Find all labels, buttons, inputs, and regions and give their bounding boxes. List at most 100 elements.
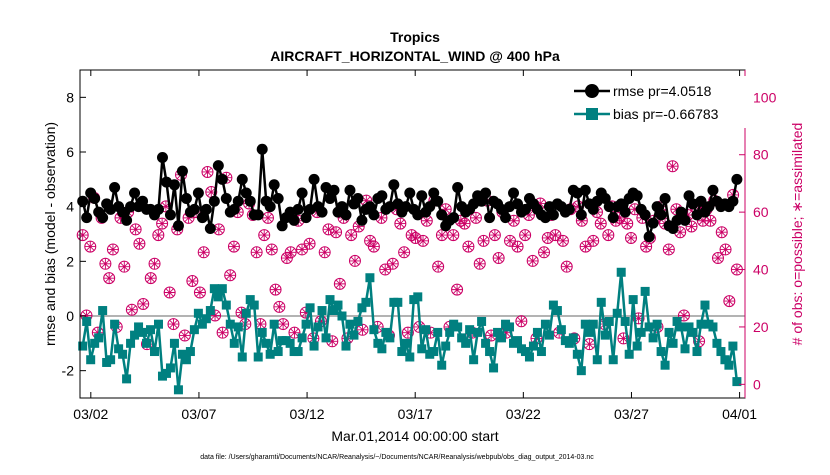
rmse-point <box>168 179 180 191</box>
bias-point <box>126 338 136 348</box>
bias-point <box>457 333 467 343</box>
obs-count-point <box>488 229 501 242</box>
obs-assimilated-marker <box>254 318 266 330</box>
bias-point <box>441 341 451 351</box>
bias-point <box>417 344 427 354</box>
obs-assimilated-marker <box>319 246 331 258</box>
obs-assimilated-marker <box>432 261 444 273</box>
rmse-point <box>137 195 149 207</box>
right-y-tick-label: 0 <box>753 376 761 392</box>
bias-point <box>177 349 187 359</box>
rmse-point <box>428 187 440 199</box>
obs-assimilated-marker <box>217 327 229 339</box>
obs-count-point <box>318 246 331 259</box>
obs-assimilated-marker <box>587 235 599 247</box>
obs-count-point <box>163 286 176 299</box>
bias-point <box>329 306 339 316</box>
obs-assimilated-marker <box>251 246 263 258</box>
bias-point <box>696 319 706 329</box>
rmse-point <box>563 203 575 215</box>
rmse-point <box>519 203 531 215</box>
rmse-point <box>703 201 715 213</box>
obs-count-point <box>711 252 724 265</box>
obs-assimilated-marker <box>115 212 127 224</box>
obs-assimilated-marker <box>731 264 743 276</box>
bias-point <box>381 327 391 337</box>
obs-assimilated-marker <box>205 186 217 198</box>
obs-assimilated-marker <box>183 212 195 224</box>
obs-assimilated-marker <box>300 307 312 319</box>
rmse-point <box>109 182 121 194</box>
obs-assimilated-marker <box>470 212 482 224</box>
bias-point <box>325 295 335 305</box>
bias-point <box>237 352 247 362</box>
bias-point <box>317 306 327 316</box>
rmse-point <box>603 201 615 213</box>
x-tick-label: 03/02 <box>73 406 108 422</box>
obs-count-point <box>666 160 679 173</box>
obs-assimilated-marker <box>682 209 694 221</box>
obs-count-point <box>477 234 490 247</box>
x-tick-label: 03/27 <box>614 406 649 422</box>
obs-assimilated-marker <box>523 209 535 221</box>
obs-count-point <box>677 309 690 322</box>
rmse-point <box>452 182 464 194</box>
obs-assimilated-marker <box>527 255 539 267</box>
obs-assimilated-marker <box>379 264 391 276</box>
bias-point <box>313 322 323 332</box>
bias-point <box>373 338 383 348</box>
obs-assimilated-marker <box>304 238 316 250</box>
obs-assimilated-marker <box>326 335 338 347</box>
obs-assimilated-marker <box>281 252 293 264</box>
obs-assimilated-marker <box>549 229 561 241</box>
rmse-point <box>188 203 200 215</box>
obs-assimilated-marker <box>357 324 369 336</box>
bias-point <box>257 327 267 337</box>
rmse-point <box>364 201 376 213</box>
rmse-point <box>216 173 228 185</box>
bias-point <box>341 341 351 351</box>
rmse-point <box>643 231 655 243</box>
obs-assimilated-marker <box>720 243 732 255</box>
obs-count-point <box>473 257 486 270</box>
bias-point <box>469 355 479 365</box>
bias-point <box>245 295 255 305</box>
rmse-point <box>424 201 436 213</box>
rmse-point <box>675 206 687 218</box>
bias-point <box>732 377 742 387</box>
rmse-point <box>579 184 591 196</box>
obs-assimilated-marker <box>621 218 633 230</box>
rmse-point <box>376 190 388 202</box>
x-tick-label: 04/01 <box>722 406 757 422</box>
obs-count-point <box>621 217 634 230</box>
rmse-point <box>388 179 400 191</box>
bias-point <box>572 349 582 359</box>
obs-assimilated-marker <box>417 235 429 247</box>
bias-point <box>556 325 566 335</box>
bias-point <box>297 333 307 343</box>
bias-point <box>640 286 650 296</box>
rmse-point <box>679 214 691 226</box>
obs-assimilated-marker <box>697 215 709 227</box>
obs-count-point <box>719 243 732 256</box>
bias-point <box>716 347 726 357</box>
bias-point <box>684 322 694 332</box>
bias-point <box>150 347 160 357</box>
obs-assimilated-marker <box>398 246 410 258</box>
obs-assimilated-marker <box>538 246 550 258</box>
obs-assimilated-marker <box>322 223 334 235</box>
obs-count-point <box>526 254 539 267</box>
legend-bias-marker <box>586 108 598 120</box>
bias-point <box>445 327 455 337</box>
obs-count-point <box>625 231 638 244</box>
obs-assimilated-marker <box>179 330 191 342</box>
obs-assimilated-marker <box>629 203 641 215</box>
bias-point <box>197 319 207 329</box>
obs-count-point <box>99 257 112 270</box>
obs-count-point <box>398 246 411 259</box>
obs-assimilated-marker <box>156 218 168 230</box>
legend-rmse-marker <box>585 84 599 98</box>
bias-point <box>309 341 319 351</box>
obs-assimilated-marker <box>515 315 527 327</box>
bias-point <box>465 325 475 335</box>
